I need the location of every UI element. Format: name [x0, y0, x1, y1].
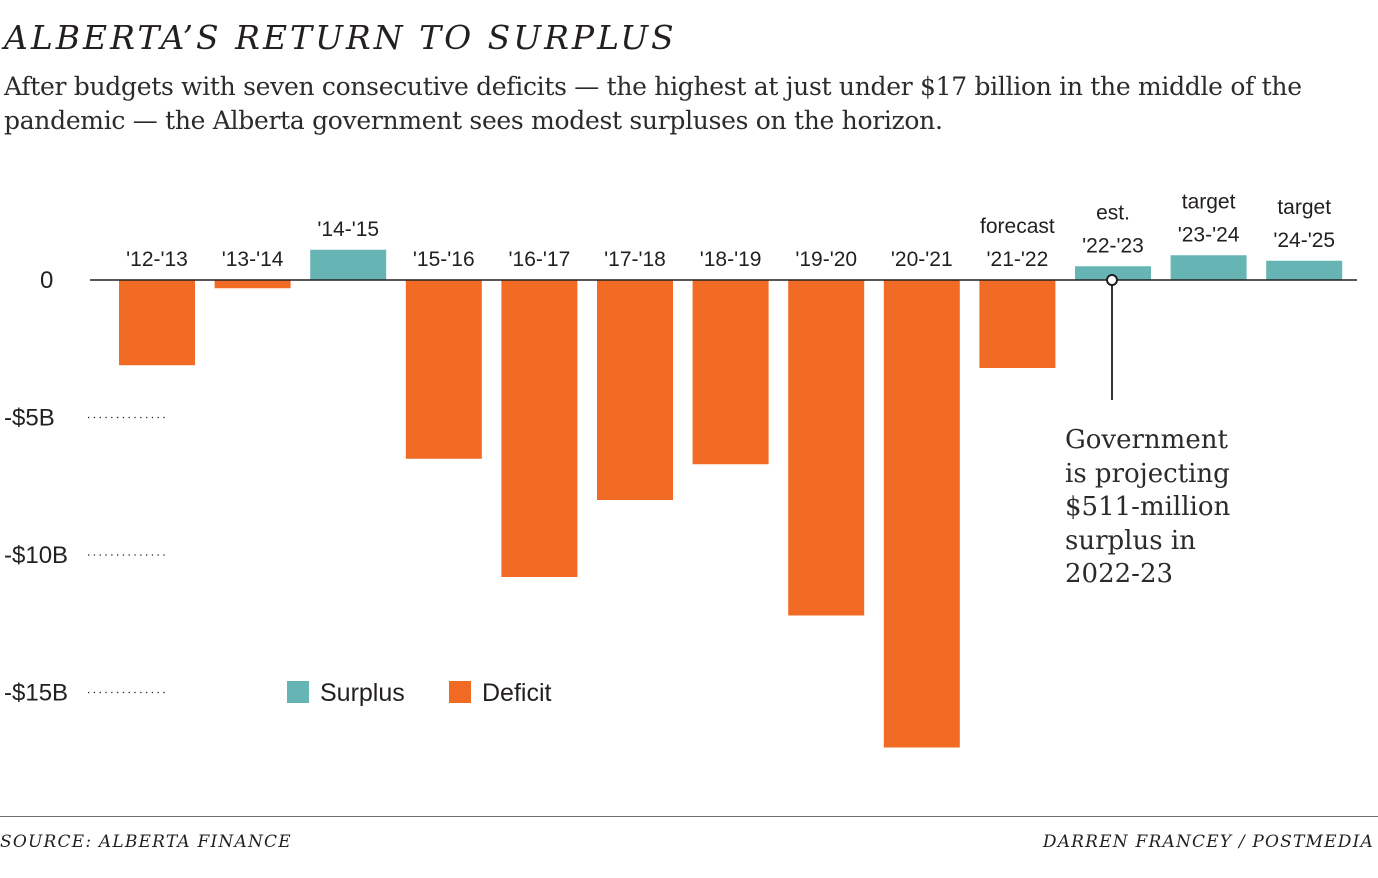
annotation-line: Government: [1065, 425, 1228, 455]
category-prefix-label: forecast: [980, 215, 1055, 238]
surplus-bar: [310, 249, 387, 280]
legend: Surplus Deficit: [287, 679, 552, 707]
category-prefix-label: target: [1182, 190, 1236, 213]
annotation-text: Government is projecting $511-million su…: [1065, 424, 1285, 592]
annotation-callout: [1106, 274, 1118, 400]
y-tick-label: -$5B: [4, 405, 55, 432]
legend-swatch-surplus: [287, 681, 309, 703]
y-tick-label: -$15B: [4, 680, 68, 707]
surplus-bar: [1266, 260, 1343, 280]
bars: [119, 249, 1343, 748]
surplus-bar: [1075, 266, 1151, 280]
annotation-line: is projecting: [1065, 458, 1230, 489]
surplus-bar: [1170, 255, 1247, 280]
deficit-bar: [501, 280, 578, 577]
deficit-bar: [214, 280, 291, 289]
author-credit: DARREN FRANCEY / POSTMEDIA: [1042, 832, 1374, 852]
category-label: '17-'18: [604, 248, 666, 271]
y-axis: 0 -$5B -$10B -$15B: [4, 267, 165, 707]
legend-label-surplus: Surplus: [320, 679, 405, 707]
deficit-bar: [788, 280, 865, 616]
category-label: '19-'20: [795, 248, 857, 271]
category-label: '12-'13: [126, 248, 188, 271]
category-label: '22-'23: [1082, 234, 1144, 257]
deficit-bar: [405, 280, 482, 459]
callout-marker-dot: [1106, 274, 1118, 286]
category-labels: '12-'13 '13-'14 '14-'15 '15-'16 '16-'17 '17-'…: [126, 190, 1335, 271]
annotation-line: 2022-23: [1065, 559, 1174, 589]
source-credit: SOURCE: ALBERTA FINANCE: [0, 832, 292, 852]
deficit-bar: [597, 280, 673, 500]
deficit-bar: [692, 280, 769, 465]
chart-title: ALBERTA’S RETURN TO SURPLUS: [4, 18, 677, 57]
y-tick-label: -$10B: [4, 542, 68, 569]
category-label: '15-'16: [413, 248, 475, 271]
category-prefix-label: target: [1277, 196, 1331, 219]
deficit-bar: [119, 280, 195, 366]
category-label: '20-'21: [891, 248, 953, 271]
chart-subtitle: After budgets with seven consecutive def…: [4, 72, 1302, 135]
legend-swatch-deficit: [449, 681, 471, 703]
category-label: '13-'14: [222, 248, 284, 271]
deficit-bar: [979, 280, 1056, 368]
category-label: '16-'17: [509, 248, 571, 271]
annotation-line: surplus in: [1065, 525, 1196, 556]
category-label: '21-'22: [987, 248, 1049, 271]
category-label: '18-'19: [700, 248, 762, 271]
y-tick-label: 0: [40, 267, 53, 294]
category-label: '24-'25: [1273, 229, 1335, 252]
bar-chart: 0 -$5B -$10B -$15B '12-'13 '13-'14 '14-'15 '15…: [4, 190, 1357, 748]
category-label: '23-'24: [1178, 223, 1240, 246]
category-prefix-label: est.: [1096, 201, 1130, 224]
legend-label-deficit: Deficit: [482, 679, 552, 707]
category-label: '14-'15: [317, 218, 379, 241]
deficit-bar: [883, 280, 960, 748]
annotation-line: $511-million: [1065, 492, 1231, 522]
footer-divider: [0, 816, 1378, 817]
